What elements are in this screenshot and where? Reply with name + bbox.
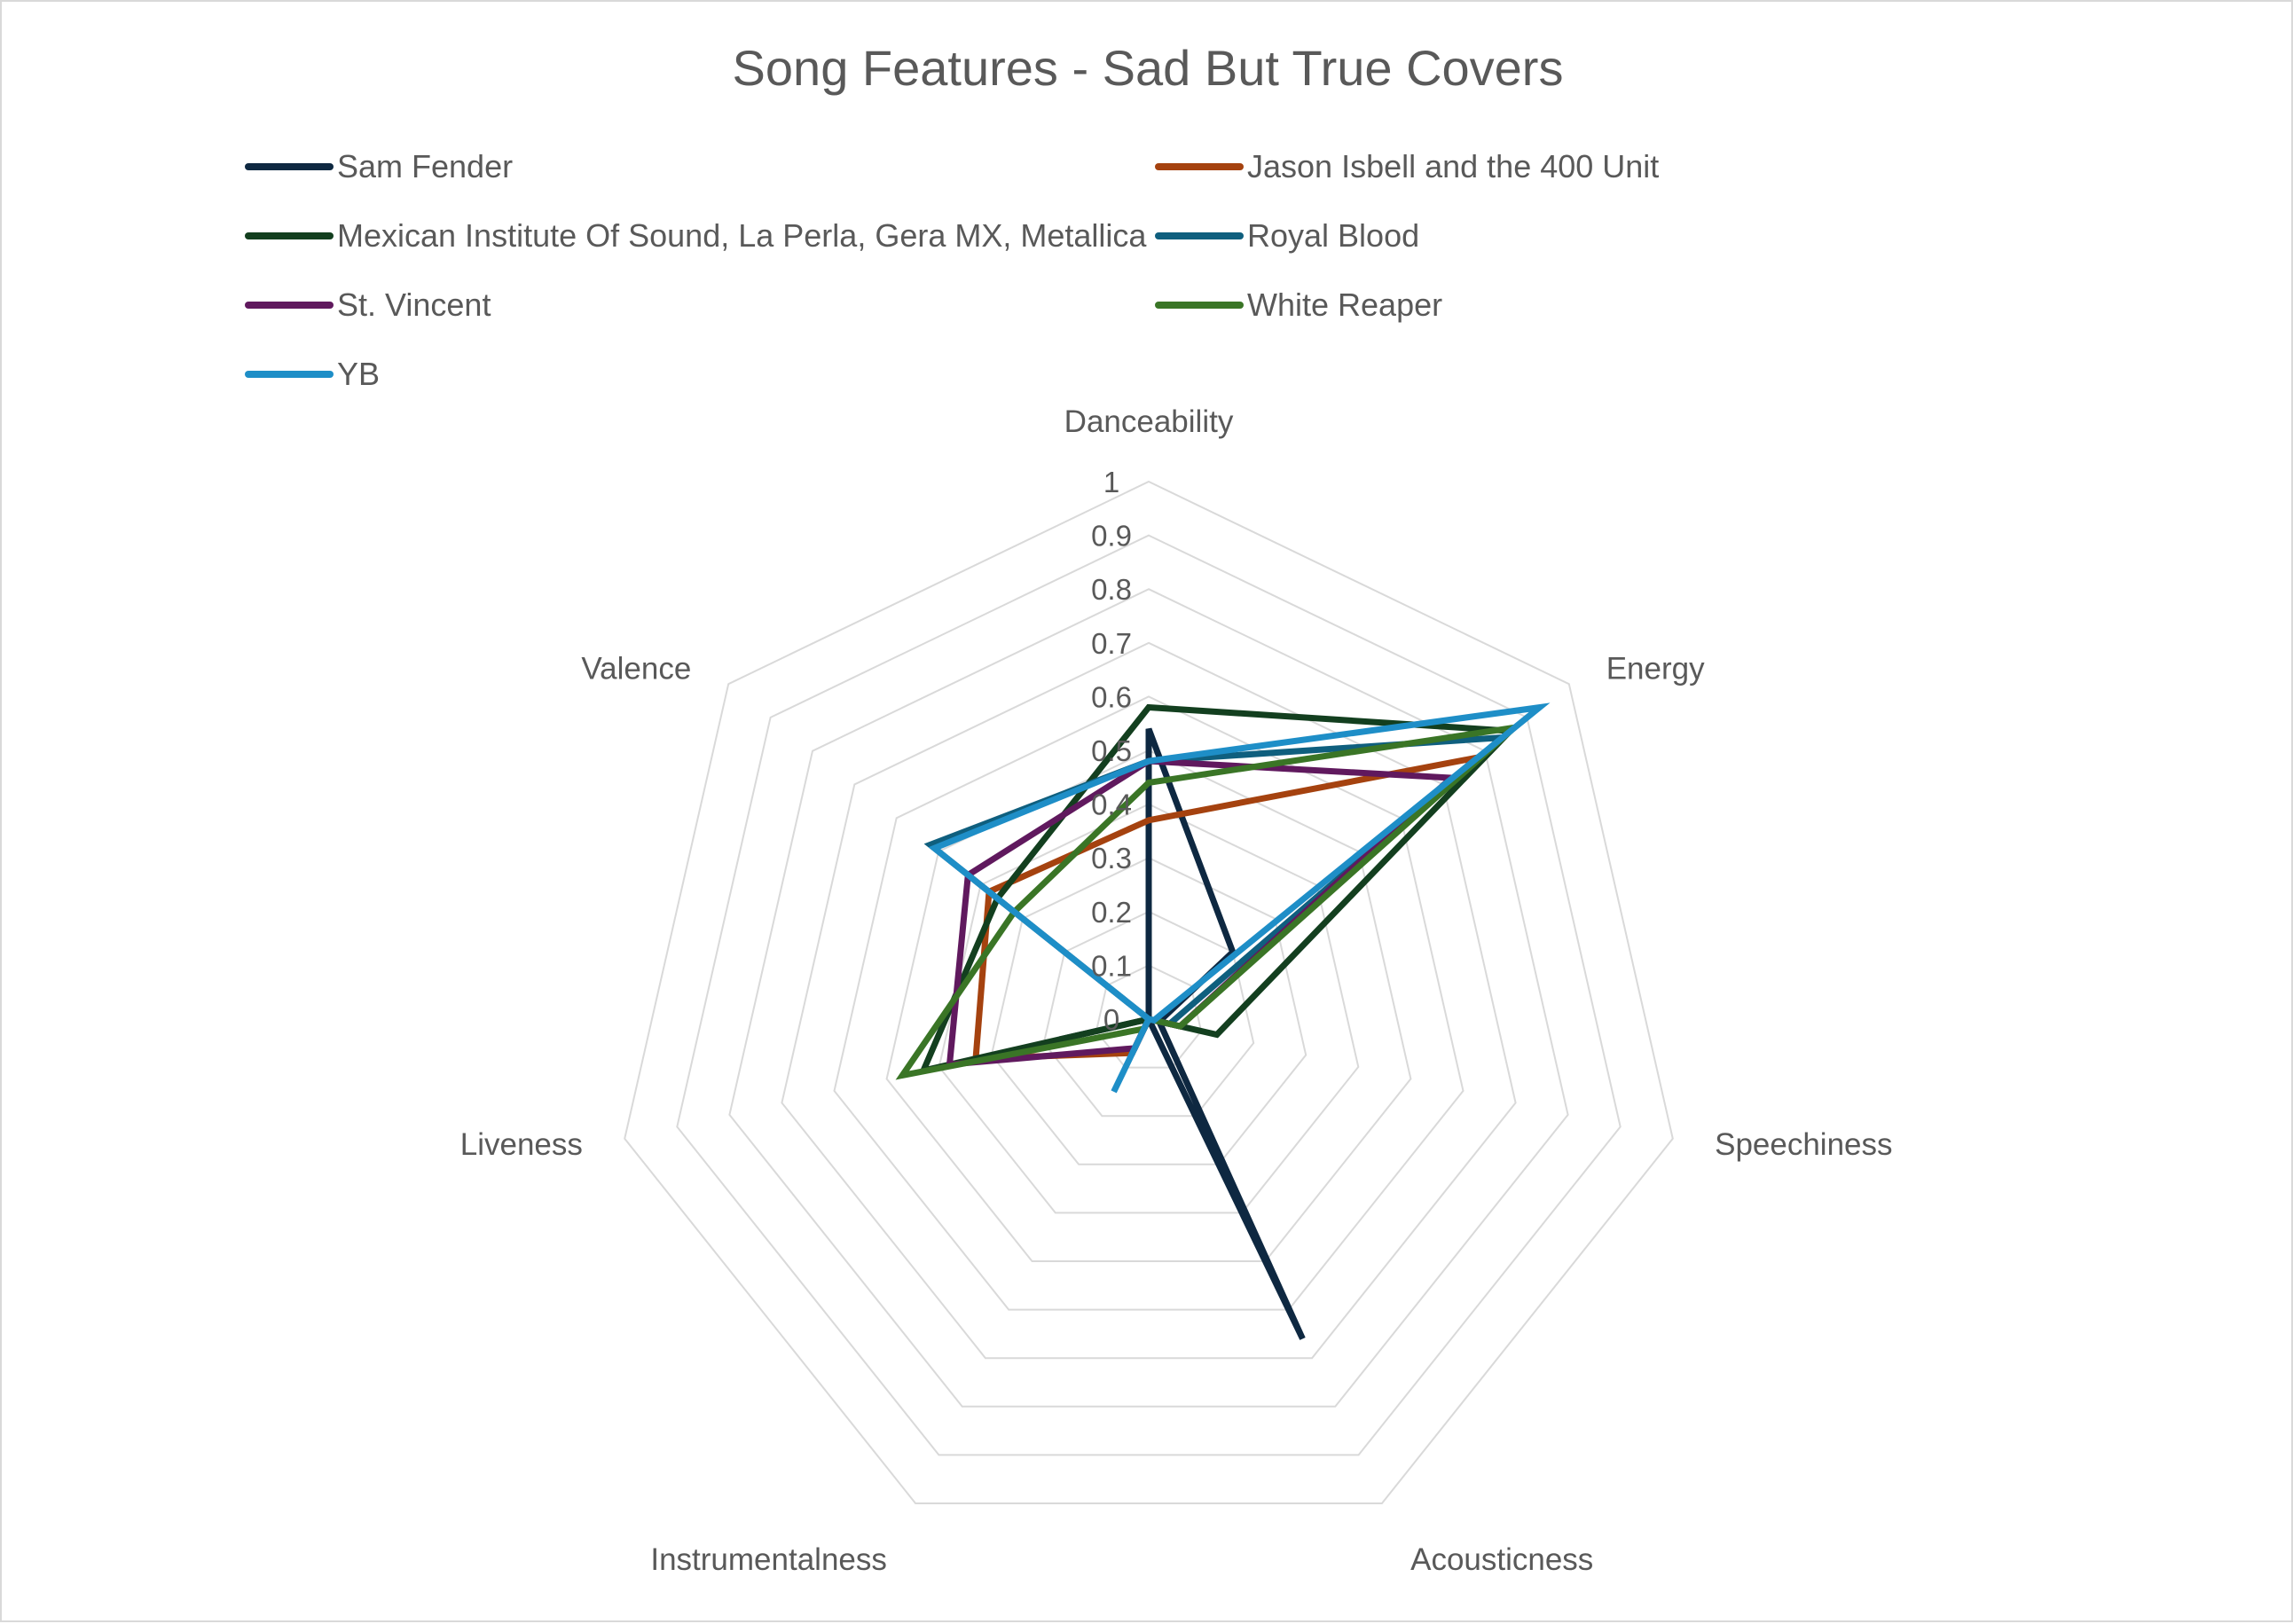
axis-label-energy: Energy bbox=[1606, 652, 1705, 686]
tick-label: 0.6 bbox=[1091, 680, 1132, 713]
category-axis-labels: Danceability Energy Speechiness Acousticnes… bbox=[460, 404, 1893, 1577]
axis-label-acousticness: Acousticness bbox=[1410, 1542, 1593, 1577]
legend-item-white-reaper: White Reaper bbox=[1155, 286, 1442, 323]
radar-grid bbox=[624, 480, 1674, 1504]
legend-item-sam-fender: Sam Fender bbox=[245, 148, 513, 184]
tick-label: 0.1 bbox=[1091, 949, 1132, 982]
grid-ring-7 bbox=[781, 641, 1517, 1360]
legend-label: Royal Blood bbox=[1247, 217, 1419, 254]
grid-ring-5 bbox=[885, 749, 1412, 1262]
legend: Sam Fender Jason Isbell and the 400 Unit M… bbox=[245, 148, 1659, 392]
grid-ring-3 bbox=[990, 857, 1307, 1165]
axis-label-speechiness: Speechiness bbox=[1715, 1127, 1892, 1162]
series-lines bbox=[895, 702, 1551, 1340]
chart-title: Song Features - Sad But True Covers bbox=[733, 40, 1564, 96]
grid-ring-6 bbox=[833, 695, 1465, 1311]
legend-item-mexican-institute-of-sound-la-perla-gera-mx-metallica: Mexican Institute Of Sound, La Perla, Ge… bbox=[245, 217, 1147, 254]
legend-label: Sam Fender bbox=[337, 148, 513, 184]
axis-label-liveness: Liveness bbox=[460, 1127, 583, 1162]
legend-label: White Reaper bbox=[1247, 286, 1442, 323]
legend-item-st-vincent: St. Vincent bbox=[245, 286, 491, 323]
tick-label: 0.3 bbox=[1091, 842, 1132, 875]
legend-label: Jason Isbell and the 400 Unit bbox=[1247, 148, 1659, 184]
axis-label-danceability: Danceability bbox=[1064, 404, 1234, 439]
tick-label: 0 bbox=[1103, 1003, 1119, 1036]
grid-ring-10 bbox=[624, 480, 1674, 1504]
series-yb bbox=[928, 702, 1551, 1094]
legend-label: YB bbox=[337, 356, 380, 392]
grid-ring-4 bbox=[938, 803, 1360, 1214]
legend-item-jason-isbell-and-the-400-unit: Jason Isbell and the 400 Unit bbox=[1155, 148, 1659, 184]
axis-label-valence: Valence bbox=[581, 652, 691, 686]
tick-label: 0.5 bbox=[1091, 734, 1132, 767]
legend-item-yb: YB bbox=[245, 356, 380, 392]
axis-label-instrumentalness: Instrumentalness bbox=[650, 1542, 887, 1577]
tick-label: 0.8 bbox=[1091, 573, 1132, 606]
grid-ring-9 bbox=[676, 534, 1622, 1456]
tick-label: 0.9 bbox=[1091, 520, 1132, 553]
tick-label: 0.4 bbox=[1091, 788, 1132, 821]
radial-tick-labels: 0 0.1 0.2 0.3 0.4 0.5 0.6 0.7 0.8 0.9 1 bbox=[1091, 466, 1132, 1036]
grid-ring-8 bbox=[728, 588, 1569, 1408]
tick-label: 0.7 bbox=[1091, 627, 1132, 660]
tick-label: 1 bbox=[1103, 466, 1119, 498]
tick-label: 0.2 bbox=[1091, 896, 1132, 929]
legend-label: Mexican Institute Of Sound, La Perla, Ge… bbox=[337, 217, 1147, 254]
legend-label: St. Vincent bbox=[337, 286, 491, 323]
legend-item-royal-blood: Royal Blood bbox=[1155, 217, 1419, 254]
